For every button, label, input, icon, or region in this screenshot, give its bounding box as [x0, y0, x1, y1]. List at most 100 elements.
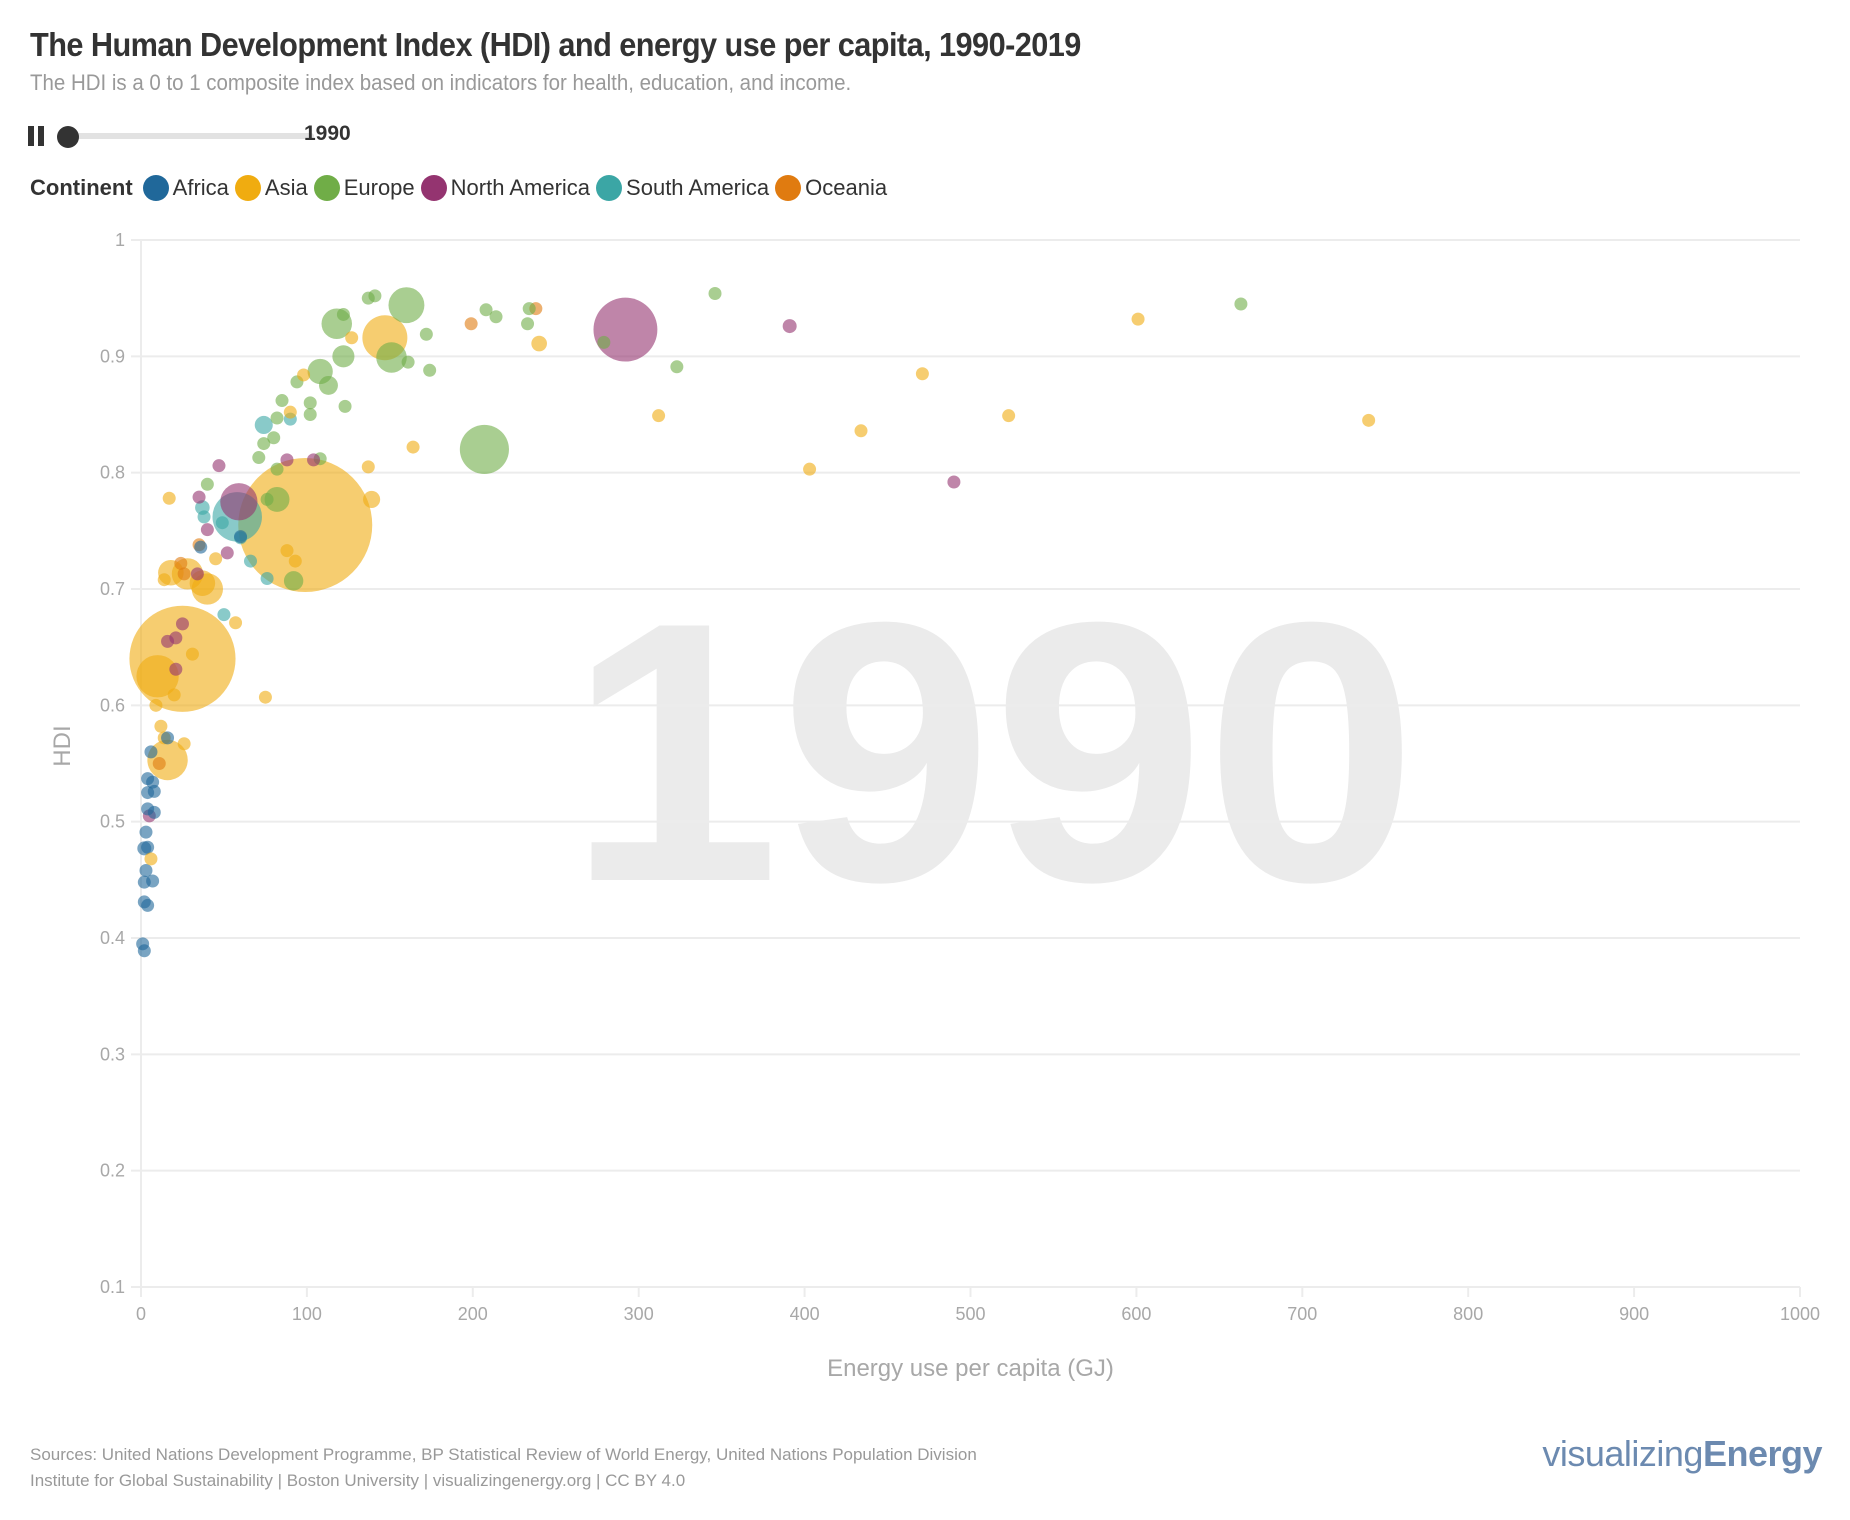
- year-player: 1990: [28, 122, 428, 148]
- bubble-europe: [270, 411, 284, 425]
- continent-legend: Continent Africa Asia Europe North Ameri…: [30, 175, 893, 201]
- legend-dot-icon: [775, 175, 802, 201]
- bubble-europe: [283, 571, 304, 591]
- bubble-north-america: [593, 297, 658, 362]
- bubble-asia: [280, 544, 294, 558]
- x-tick-label: 200: [458, 1304, 488, 1324]
- legend-item-north-america[interactable]: North America: [420, 175, 591, 201]
- bubble-north-america: [947, 475, 961, 489]
- scatter-plot: 1990 0.1 0.2 0.3 0.4 0.5 0.6 0.7 0.8 0.9 1 0 100 200…: [49, 230, 1820, 1382]
- bubble-europe: [708, 287, 722, 301]
- bubble-south-america: [217, 608, 231, 622]
- bubble-europe: [260, 492, 274, 506]
- bubble-africa: [141, 802, 155, 816]
- bubble-africa: [234, 530, 248, 544]
- bubble-north-america: [220, 546, 234, 560]
- bubble-europe: [252, 451, 266, 465]
- bubble-asia: [258, 690, 272, 704]
- bubble-europe: [423, 363, 437, 377]
- bubble-south-america: [260, 572, 274, 586]
- bubble-north-america: [307, 453, 321, 467]
- bubble-europe: [275, 394, 289, 408]
- bubble-europe: [303, 396, 317, 410]
- y-axis-title: HDI: [49, 725, 76, 766]
- bubble-asia: [167, 688, 181, 702]
- bubble-asia: [345, 331, 359, 345]
- bubble-north-america: [782, 319, 797, 334]
- bubble-asia: [406, 440, 420, 454]
- legend-label: North America: [450, 175, 591, 200]
- bubble-asia: [185, 647, 199, 661]
- legend-label: Asia: [264, 175, 308, 200]
- legend-item-europe[interactable]: Europe: [313, 175, 415, 201]
- y-tick-label: 0.1: [100, 1277, 125, 1297]
- bubble-asia: [915, 367, 929, 381]
- legend-item-oceania[interactable]: Oceania: [775, 175, 887, 201]
- bubble-europe: [267, 431, 281, 445]
- bubble-europe: [670, 360, 684, 374]
- bubble-north-america: [161, 634, 175, 648]
- bubble-europe: [270, 462, 284, 476]
- y-tick-label: 0.9: [100, 346, 125, 366]
- bubble-asia: [209, 552, 223, 566]
- bubble-europe: [521, 317, 535, 331]
- bubble-asia: [652, 409, 666, 423]
- bubble-north-america: [169, 662, 183, 676]
- bubble-europe: [489, 310, 503, 324]
- bubble-asia: [149, 698, 163, 712]
- sources-text: Sources: United Nations Development Prog…: [30, 1445, 977, 1464]
- bubble-europe: [336, 307, 350, 321]
- bubble-europe: [388, 287, 425, 324]
- bubble-europe: [597, 335, 611, 349]
- x-tick-label: 800: [1453, 1304, 1483, 1324]
- bubble-europe: [200, 477, 214, 491]
- bubble-north-america: [220, 483, 258, 521]
- bubble-asia: [361, 460, 375, 474]
- legend-item-asia[interactable]: Asia: [234, 175, 308, 201]
- legend-label: South America: [626, 175, 770, 200]
- bubble-asia: [297, 368, 311, 382]
- chart-subtitle: The HDI is a 0 to 1 composite index base…: [30, 70, 852, 95]
- bubble-asia: [136, 655, 179, 698]
- pause-icon[interactable]: [28, 126, 46, 146]
- bubble-asia: [1131, 312, 1145, 326]
- bubble-africa: [194, 540, 208, 554]
- bubble-south-america: [243, 554, 257, 568]
- bubble-asia: [1362, 413, 1376, 427]
- bubble-europe: [1234, 297, 1248, 311]
- bubble-north-america: [175, 617, 189, 631]
- bubble-north-america: [200, 523, 214, 537]
- bubble-europe: [376, 342, 407, 373]
- y-tick-label: 0.8: [100, 463, 125, 483]
- bubble-south-america: [215, 516, 229, 530]
- legend-item-africa[interactable]: Africa: [142, 175, 229, 201]
- bubble-africa: [141, 840, 155, 854]
- bubble-europe: [318, 375, 338, 395]
- bubble-europe: [332, 345, 355, 368]
- bubble-south-america: [197, 510, 211, 524]
- brand-bold: Energy: [1702, 1433, 1823, 1474]
- x-tick-label: 1000: [1780, 1304, 1820, 1324]
- legend-dot-icon: [596, 175, 623, 201]
- year-slider[interactable]: [57, 126, 314, 148]
- y-tick-label: 0.2: [100, 1161, 125, 1181]
- bubble-asia: [147, 739, 188, 781]
- bubble-south-america: [254, 415, 273, 435]
- x-axis-title: Energy use per capita (GJ): [827, 1355, 1114, 1382]
- bubble-asia: [177, 737, 191, 751]
- bubble-europe: [361, 291, 375, 305]
- y-tick-label: 0.7: [100, 579, 125, 599]
- bubble-europe: [303, 408, 317, 421]
- bubble-oceania: [152, 757, 166, 770]
- bubble-africa: [139, 825, 153, 839]
- legend-item-south-america[interactable]: South America: [596, 175, 769, 201]
- bubble-asia: [144, 852, 158, 866]
- bubble-north-america: [190, 567, 204, 581]
- bubble-europe: [264, 486, 290, 512]
- year-watermark: 1990: [568, 546, 1418, 959]
- bubble-africa: [147, 784, 161, 798]
- year-slider-handle[interactable]: [57, 126, 79, 148]
- legend-dot-icon: [142, 175, 169, 201]
- bubble-europe: [459, 424, 509, 474]
- bubble-europe: [479, 303, 493, 317]
